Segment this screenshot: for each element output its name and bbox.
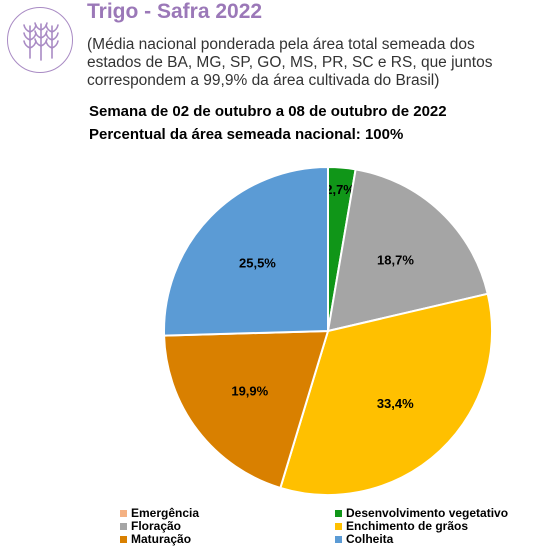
legend-item-colheita: Colheita (335, 532, 393, 546)
percent-area: Percentual da área semeada nacional: 100… (89, 126, 404, 143)
legend-item-floracao: Floração (120, 519, 181, 533)
pie-slice-colheita (163, 165, 329, 337)
legend-label: Emergência (131, 506, 200, 520)
wheat-logo (7, 7, 73, 73)
page-subtitle: (Média nacional ponderada pela área tota… (87, 36, 493, 89)
legend-item-maturacao: Maturação (120, 532, 191, 546)
legend-item-enchimento-de-graos: Enchimento de grãos (335, 519, 468, 533)
slice-label-desenvolvimento-vegetativo: 2,7% (325, 182, 355, 197)
pie-slice-maturacao (163, 329, 330, 490)
week-range: Semana de 02 de outubro a 08 de outubro … (89, 103, 447, 120)
legend-label: Colheita (346, 532, 394, 546)
legend-label: Enchimento de grãos (346, 519, 469, 533)
pie-slice-enchimento-de-graos (279, 292, 493, 496)
legend-label: Desenvolvimento vegetativo (346, 506, 509, 520)
legend-item-emergencia: Emergência (120, 506, 199, 520)
pie-slice-floracao (326, 168, 489, 333)
legend-swatch (120, 509, 127, 517)
legend-item-desenvolvimento-vegetativo: Desenvolvimento vegetativo (335, 506, 508, 520)
legend-swatch (335, 522, 342, 530)
legend-label: Maturação (131, 532, 192, 546)
wheat-icon (23, 22, 59, 61)
legend-label: Floração (131, 519, 182, 533)
legend-swatch (120, 522, 127, 530)
page-title: Trigo - Safra 2022 (87, 0, 263, 23)
legend-swatch (120, 535, 127, 543)
slice-label-maturacao: 19,9% (231, 384, 268, 399)
legend-swatch (335, 509, 342, 517)
slice-label-enchimento-de-graos: 33,4% (377, 396, 414, 411)
slice-label-colheita: 25,5% (239, 255, 276, 270)
legend-swatch (335, 535, 342, 543)
slice-label-floracao: 18,7% (377, 252, 414, 267)
